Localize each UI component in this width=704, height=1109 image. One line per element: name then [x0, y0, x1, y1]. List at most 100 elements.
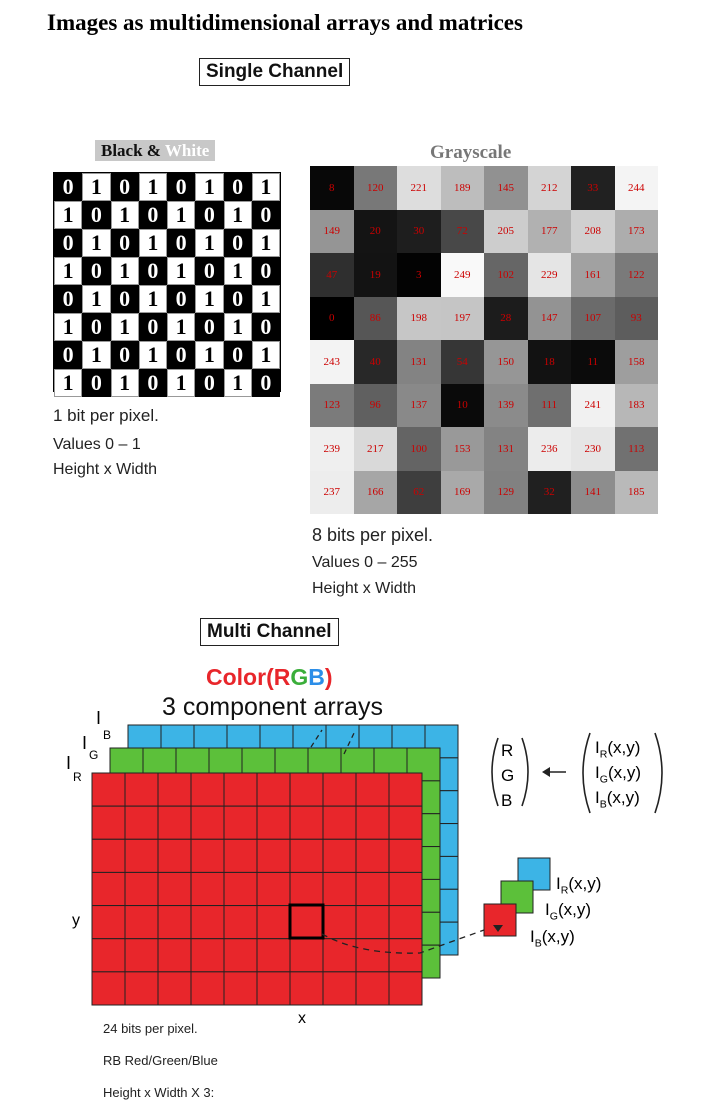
bw-cell: 1	[167, 313, 196, 341]
layer-cell	[157, 871, 192, 907]
layer-cell	[124, 971, 159, 1006]
label-ir-sub: R	[73, 770, 82, 784]
grayscale-cell: 208	[571, 209, 615, 253]
layer-cell	[223, 971, 258, 1006]
grayscale-cell: 62	[397, 470, 441, 514]
bw-cell: 1	[110, 257, 139, 285]
layer-cell	[157, 805, 192, 840]
bw-cell: 0	[54, 285, 83, 313]
layer-cell	[157, 838, 192, 873]
bw-cell: 1	[110, 201, 139, 229]
bw-cell: 0	[167, 173, 196, 201]
grayscale-cell: 120	[353, 166, 397, 210]
grayscale-cell: 113	[614, 427, 658, 471]
grayscale-cell: 72	[440, 209, 484, 253]
layer-cell	[124, 871, 159, 907]
bw-cell: 0	[110, 229, 139, 257]
vector-right-paren-open	[582, 732, 591, 814]
layer-cell	[256, 871, 291, 907]
bw-note-size: Height x Width	[53, 461, 158, 478]
grayscale-cell: 145	[484, 166, 528, 210]
axis-x-label: x	[298, 1010, 306, 1027]
vector-left-r: R	[501, 741, 513, 760]
layer-cell	[289, 772, 324, 807]
layer-cell	[289, 971, 324, 1006]
layer-cell	[190, 905, 225, 940]
grayscale-pixel-grid: 8 120 221 189 145 212 33 244 149 20 30 72 205 177 208 1…	[310, 166, 658, 514]
layer-cell	[256, 772, 291, 807]
bw-cell: 0	[82, 369, 111, 397]
rgb-title-part: G	[290, 664, 309, 690]
vector-left-paren-close	[521, 737, 529, 807]
bw-cell: 0	[110, 285, 139, 313]
multi-channel-label: Multi Channel	[200, 618, 339, 646]
label-ib-i: I	[96, 708, 101, 728]
grayscale-cell: 0	[310, 296, 354, 340]
layer-cell	[190, 772, 225, 807]
grayscale-cell: 111	[527, 383, 571, 427]
bw-cell: 1	[110, 369, 139, 397]
bw-cell: 0	[195, 257, 224, 285]
bw-cell: 0	[195, 369, 224, 397]
grayscale-cell: 102	[484, 253, 528, 297]
bw-cell: 1	[138, 341, 167, 369]
bw-cell: 0	[54, 341, 83, 369]
grayscale-cell: 183	[614, 383, 658, 427]
bw-cell: 1	[223, 369, 252, 397]
bw-cell: 1	[54, 201, 83, 229]
grayscale-cell: 153	[440, 427, 484, 471]
rgb-title: Color(RGB)	[206, 664, 333, 691]
layer-cell	[322, 772, 357, 807]
grayscale-cell: 122	[614, 253, 658, 297]
vector-left-paren-open	[491, 737, 499, 807]
rgb-subtitle: 3 component arrays	[162, 693, 383, 721]
layer-cell	[223, 938, 258, 973]
grayscale-cell: 150	[484, 340, 528, 384]
grayscale-cell: 221	[397, 166, 441, 210]
bw-cell: 1	[138, 173, 167, 201]
grayscale-cell: 107	[571, 296, 615, 340]
layer-cell	[355, 805, 390, 840]
layer-cell	[322, 938, 357, 973]
grayscale-cell: 30	[397, 209, 441, 253]
bw-cell: 0	[138, 201, 167, 229]
layer-cell	[322, 838, 357, 873]
grayscale-cell: 131	[397, 340, 441, 384]
grayscale-title: Grayscale	[430, 142, 512, 163]
bw-cell: 0	[251, 257, 280, 285]
layer-cell	[124, 938, 159, 973]
layer-cell	[289, 805, 324, 840]
grayscale-cell: 189	[440, 166, 484, 210]
layer-cell	[355, 938, 390, 973]
layer-cell	[256, 938, 291, 973]
layer-cell	[157, 971, 192, 1006]
bw-title: Black & White	[95, 140, 216, 161]
layer-cell	[388, 938, 423, 973]
grayscale-cell: 123	[310, 383, 354, 427]
layer-cell	[157, 772, 192, 807]
vector-right-entry: IR(x,y)	[595, 738, 640, 760]
grayscale-cell: 141	[571, 470, 615, 514]
rgb-title-part: B	[308, 664, 325, 690]
bw-cell: 0	[167, 229, 196, 257]
bw-cell: 1	[195, 229, 224, 257]
gs-note-size: Height x Width	[312, 580, 417, 597]
layer-cell	[91, 772, 126, 807]
bw-cell: 0	[138, 313, 167, 341]
layer-cell	[256, 805, 291, 840]
grayscale-cell: 137	[397, 383, 441, 427]
vector-left-g: G	[501, 766, 514, 785]
grayscale-cell: 32	[527, 470, 571, 514]
bw-cell: 0	[195, 313, 224, 341]
grayscale-cell: 139	[484, 383, 528, 427]
layer-cell	[91, 805, 126, 840]
grayscale-cell: 86	[353, 296, 397, 340]
layer-red	[91, 772, 423, 1006]
bw-cell: 0	[223, 285, 252, 313]
bw-cell: 1	[195, 173, 224, 201]
vector-right-entry: IB(x,y)	[595, 788, 640, 810]
pixel-arrowhead	[493, 925, 503, 932]
grayscale-cell: 177	[527, 209, 571, 253]
grayscale-cell: 158	[614, 340, 658, 384]
grayscale-cell: 131	[484, 427, 528, 471]
